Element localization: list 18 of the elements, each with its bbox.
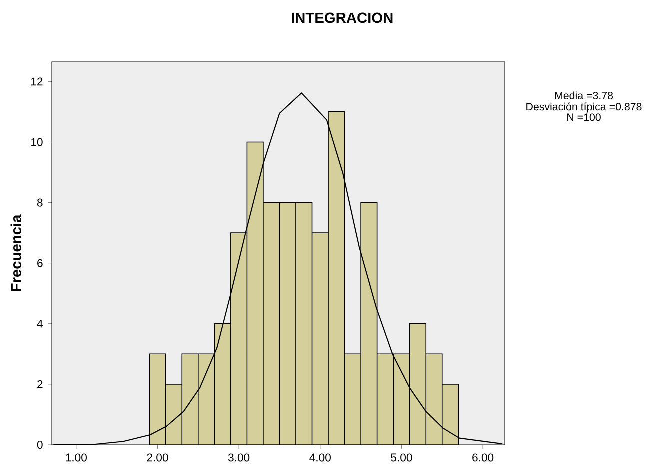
y-tick-label: 0 xyxy=(37,440,43,449)
x-tick-label: 1.00 xyxy=(66,454,87,462)
chart-title: INTEGRACION xyxy=(292,12,393,24)
y-tick-label: 8 xyxy=(37,198,43,207)
x-tick-label: 2.00 xyxy=(147,454,168,462)
text: Media =3.78 xyxy=(555,92,614,100)
x-tick-label: 5.00 xyxy=(391,454,412,462)
y-tick-label: 2 xyxy=(38,380,43,388)
x-tick-label: 3.00 xyxy=(228,454,250,462)
text: N =100 xyxy=(568,114,601,122)
y-tick-label: 12 xyxy=(32,78,43,86)
y-tick-label: 4 xyxy=(37,320,43,328)
y-axis-title: Frecuencia xyxy=(10,214,22,292)
text: Desviación típica =0.878 xyxy=(526,102,642,113)
x-tick-label: 6.00 xyxy=(472,454,494,462)
y-tick-label: 10 xyxy=(32,138,43,146)
x-tick-label: 4.00 xyxy=(310,454,331,462)
y-tick-label: 6 xyxy=(38,259,43,268)
